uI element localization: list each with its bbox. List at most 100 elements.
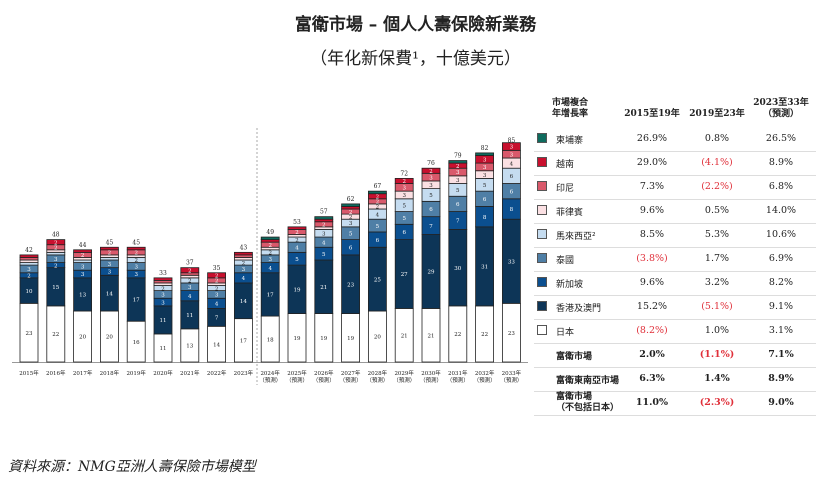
legend-swatch	[537, 253, 547, 263]
segment-label: 3	[429, 183, 433, 189]
category-label: 2026年	[314, 369, 334, 377]
row-value: 14.0%	[765, 205, 797, 216]
table-row: 富衛東南亞市場 6.3% 1.4% 8.9%	[534, 367, 816, 392]
category-label: 2023年	[234, 369, 254, 377]
row-value: 6.3%	[639, 373, 665, 384]
category-label: 2020年	[153, 369, 173, 377]
segment-label: 3	[81, 272, 85, 278]
segment-label: 20	[106, 335, 113, 341]
segment-label: 33	[508, 259, 515, 265]
segment-label: 19	[347, 336, 354, 342]
row-name: 菲律賓	[556, 208, 584, 218]
segment-label: 4	[242, 276, 246, 282]
segment-label: 6	[376, 238, 380, 244]
total-label: 42	[25, 247, 33, 254]
segment-label: 4	[295, 245, 299, 251]
row-name: 印尼	[556, 184, 575, 194]
segment-label: 22	[454, 332, 461, 338]
row-value: 26.5%	[765, 133, 797, 144]
total-label: 79	[454, 153, 462, 160]
row-value: 3.2%	[704, 277, 730, 288]
row-value: 2.0%	[639, 349, 665, 360]
row-value: 8.9%	[768, 373, 794, 384]
segment-label: 5	[349, 231, 353, 237]
row-name: 香港及澳門	[556, 304, 602, 314]
segment-label: 20	[79, 335, 86, 341]
segment-label: 17	[133, 298, 140, 304]
total-label: 43	[240, 244, 248, 251]
segment-label: 21	[320, 285, 327, 291]
segment-label: 3	[242, 267, 246, 273]
segment-label: 3	[456, 178, 460, 184]
segment-label: 6	[429, 207, 433, 213]
total-label: 33	[159, 270, 167, 277]
table-row: 馬來西亞² 8.5% 5.3% 10.6%	[534, 223, 816, 248]
source-note: 資料來源：NMG亞洲人壽保險市場模型	[8, 459, 256, 475]
segment-label: 3	[483, 173, 487, 179]
total-label: 45	[106, 239, 114, 246]
row-value: (8.2%)	[636, 325, 668, 336]
row-value: (2.3%)	[699, 397, 735, 408]
forecast-label: （預測）	[313, 376, 335, 384]
row-value: 15.2%	[636, 301, 668, 312]
bar-segment	[394, 177, 414, 184]
legend-swatch	[537, 229, 547, 239]
category-label: 2031年	[448, 369, 468, 377]
cagr-table: 市場複合 年增長率 2015至19年 2019至23年 2023至33年 （預測） …	[534, 96, 816, 436]
segment-label: 6	[483, 197, 487, 203]
row-value: 9.1%	[768, 301, 794, 312]
segment-label: 3	[81, 265, 85, 271]
segment-label: 16	[133, 340, 140, 346]
segment-label: 4	[188, 294, 192, 300]
row-name: 富衛市場	[556, 352, 593, 362]
segment-label: 25	[374, 277, 381, 283]
header-col3-line2: （預測）	[762, 109, 799, 119]
segment-label: 2	[54, 263, 58, 269]
category-label: 2015年	[19, 369, 39, 377]
segment-label: 7	[429, 224, 433, 230]
row-name: 新加坡	[556, 280, 584, 290]
header-col3: 2023至33年 （預測）	[748, 98, 814, 120]
category-label: 2017年	[73, 369, 93, 377]
row-name: 富衛東南亞市場	[556, 376, 620, 386]
total-label: 62	[347, 196, 355, 203]
category-label: 2028年	[368, 369, 388, 377]
segment-label: 5	[376, 224, 380, 230]
table-row: 日本 (8.2%) 1.0% 3.1%	[534, 319, 816, 344]
forecast-label: （預測）	[500, 376, 522, 384]
forecast-label: （預測）	[366, 376, 388, 384]
total-label: 49	[266, 229, 274, 236]
segment-label: 2	[429, 169, 433, 175]
category-label: 2022年	[207, 369, 227, 377]
row-value: 7.3%	[639, 181, 665, 192]
segment-label: 2	[268, 251, 272, 257]
bar-segment	[341, 203, 361, 207]
header-col1: 2015至19年	[624, 109, 680, 119]
table-row: 柬埔寨 26.9% 0.8% 26.5%	[534, 127, 816, 152]
segment-label: 4	[215, 302, 219, 308]
row-name: 越南	[556, 160, 575, 170]
segment-label: 3	[188, 285, 192, 291]
segment-label: 11	[160, 318, 167, 324]
forecast-label: （預測）	[420, 376, 442, 384]
segment-label: 2	[27, 274, 31, 280]
segment-label: 5	[295, 257, 299, 263]
segment-label: 2	[268, 243, 272, 249]
row-value: 29.0%	[636, 157, 668, 168]
forecast-label: （預測）	[259, 376, 281, 384]
legend-swatch	[537, 277, 547, 287]
row-value: 1.0%	[704, 325, 730, 336]
bar-segment	[100, 246, 119, 251]
segment-label: 3	[134, 265, 138, 271]
table-row: 菲律賓 9.6% 0.5% 14.0%	[534, 199, 816, 224]
table-row: 越南 29.0% (4.1%) 8.9%	[534, 151, 816, 176]
total-label: 48	[52, 232, 60, 239]
table-row: 富衛市場 （不包括日本） 11.0% (2.3%) 9.0%	[534, 391, 816, 416]
legend-swatch	[537, 301, 547, 311]
row-value: 9.6%	[639, 277, 665, 288]
segment-label: 23	[508, 331, 515, 337]
segment-label: 31	[481, 265, 488, 271]
segment-label: 3	[322, 231, 326, 237]
bar-segment	[287, 226, 307, 230]
